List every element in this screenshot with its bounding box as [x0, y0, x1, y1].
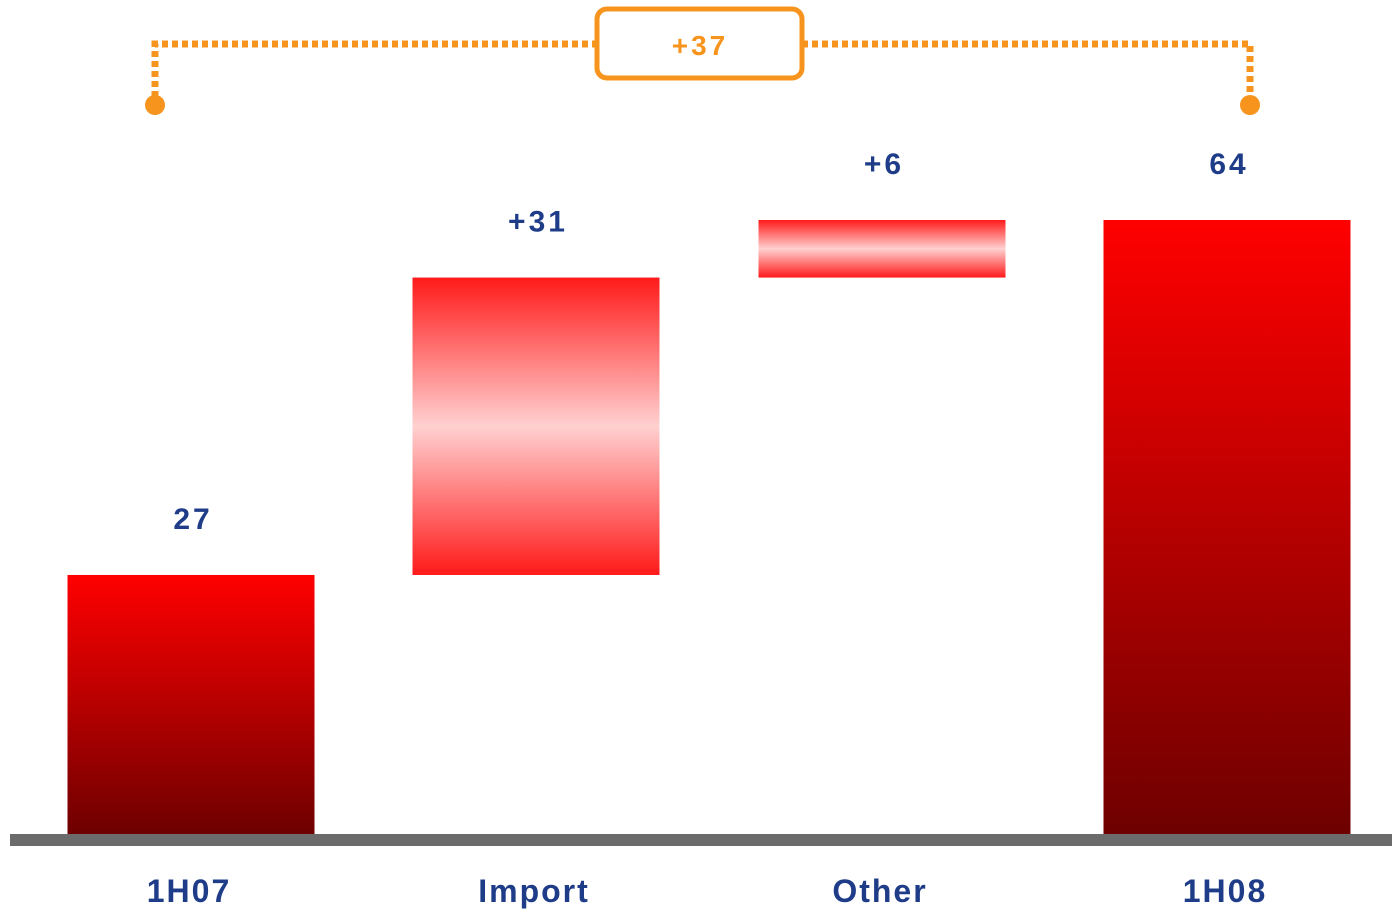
x-tick-label-1h07: 1H07 — [147, 873, 232, 909]
data-label-import: +31 — [508, 206, 568, 239]
bar-import — [412, 277, 660, 575]
bars-layer — [67, 220, 1351, 834]
data-labels-layer: 27 +31 +6 64 — [173, 148, 1248, 536]
change-bracket: +37 — [145, 6, 1260, 115]
x-tick-label-import: Import — [478, 873, 590, 909]
x-axis-baseline — [10, 834, 1392, 846]
bar-1h08 — [1103, 220, 1351, 834]
bracket-right-line — [802, 40, 1254, 97]
x-tick-label-other: Other — [832, 873, 927, 909]
bracket-left-line — [151, 40, 597, 97]
data-label-1h07: 27 — [173, 503, 212, 536]
x-tick-label-1h08: 1H08 — [1183, 873, 1268, 909]
bar-other — [758, 220, 1006, 278]
bracket-label-box — [594, 6, 805, 81]
bracket-label: +37 — [672, 30, 729, 61]
bracket-right-dot — [1240, 95, 1260, 115]
bar-1h07 — [67, 574, 315, 834]
data-label-1h08: 64 — [1209, 148, 1248, 181]
data-label-other: +6 — [864, 148, 904, 181]
x-tick-labels: 1H07 Import Other 1H08 — [147, 873, 1268, 909]
bracket-left-dot — [145, 95, 165, 115]
